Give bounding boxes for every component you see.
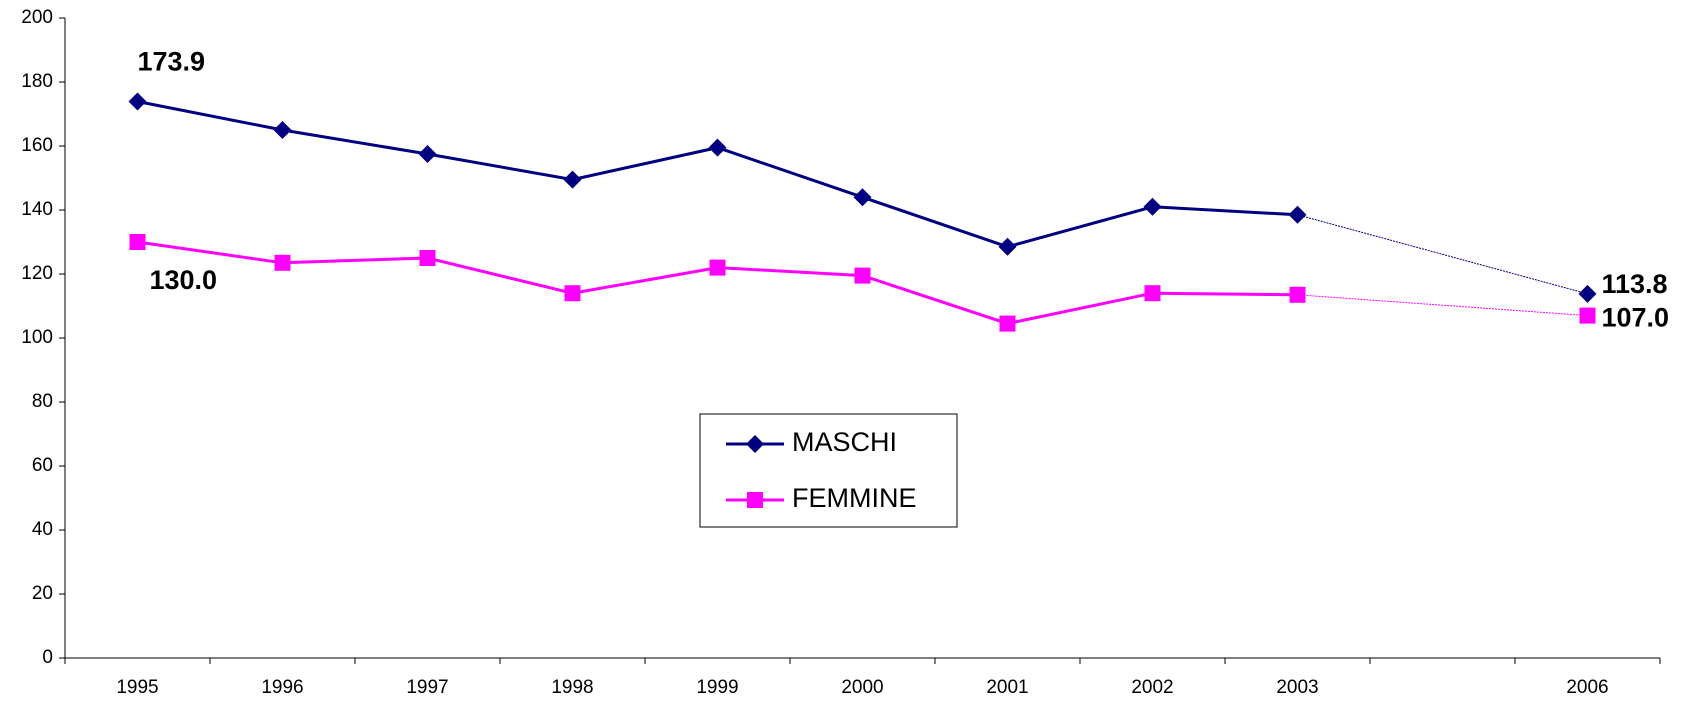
- data-point: [563, 170, 582, 189]
- x-tick-label: 1995: [116, 677, 158, 698]
- y-tick-label: 160: [21, 135, 53, 156]
- data-point: [1579, 307, 1596, 324]
- gap-connector: [1297, 294, 1588, 317]
- y-tick-label: 0: [42, 647, 53, 668]
- data-label: 130.0: [150, 265, 218, 295]
- data-point: [1144, 285, 1161, 302]
- x-tick-label: 2000: [841, 677, 883, 698]
- x-tick-label: 1997: [406, 677, 448, 698]
- data-point: [1578, 284, 1597, 303]
- data-point: [273, 121, 292, 139]
- data-point: [1289, 286, 1306, 303]
- x-tick-label: 2001: [986, 677, 1028, 698]
- data-point: [128, 92, 147, 111]
- x-tick-label: 2002: [1131, 677, 1173, 698]
- y-tick-label: 60: [32, 455, 53, 476]
- data-label: 107.0: [1602, 303, 1670, 333]
- data-label: 173.9: [138, 47, 206, 77]
- y-tick-label: 20: [32, 583, 53, 604]
- data-point: [999, 315, 1016, 332]
- x-tick-label: 2006: [1566, 677, 1608, 698]
- legend-marker: [746, 435, 764, 453]
- data-point: [418, 145, 437, 163]
- legend-label: MASCHI: [792, 427, 897, 457]
- data-point: [564, 285, 581, 302]
- x-tick-label: 1996: [261, 677, 303, 698]
- gap-connector: [1297, 214, 1588, 295]
- data-point: [854, 267, 871, 284]
- y-tick-label: 120: [21, 263, 53, 284]
- y-tick-label: 100: [21, 327, 53, 348]
- data-point: [998, 237, 1017, 256]
- data-point: [709, 259, 726, 276]
- data-point: [1143, 197, 1162, 216]
- y-tick-label: 140: [21, 199, 53, 220]
- y-tick-label: 80: [32, 391, 53, 412]
- data-point: [274, 254, 291, 271]
- x-tick-label: 2003: [1276, 677, 1318, 698]
- legend-box: [699, 413, 958, 528]
- data-point: [1288, 205, 1307, 224]
- y-tick-label: 180: [21, 71, 53, 92]
- y-tick-label: 200: [21, 7, 53, 28]
- data-point: [419, 250, 436, 266]
- legend-marker: [747, 492, 763, 508]
- data-point: [853, 188, 872, 207]
- series-line: [137, 240, 1298, 326]
- data-point: [708, 138, 727, 157]
- y-tick-label: 40: [32, 519, 53, 540]
- data-label: 113.8: [1602, 269, 1668, 299]
- legend-label: FEMMINE: [792, 483, 917, 513]
- data-point: [129, 234, 146, 250]
- series-line: [137, 100, 1298, 249]
- x-tick-label: 1998: [551, 677, 593, 698]
- x-tick-label: 1999: [696, 677, 738, 698]
